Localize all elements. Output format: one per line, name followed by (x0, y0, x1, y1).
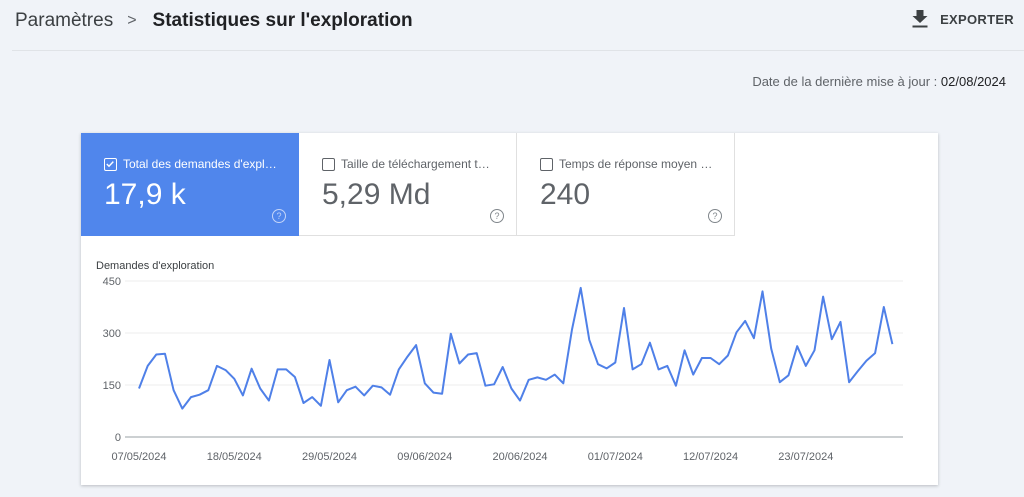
metric-download-size[interactable]: Taille de téléchargement t… 5,29 Md ? (299, 133, 517, 236)
header-divider (12, 50, 1024, 51)
help-circle-icon[interactable]: ? (490, 209, 504, 223)
metric-total-requests[interactable]: Total des demandes d'expl… 17,9 k ? (81, 133, 299, 236)
crawl-stats-card: Total des demandes d'expl… 17,9 k ? Tail… (81, 133, 938, 485)
help-circle-icon[interactable]: ? (272, 209, 286, 223)
checkbox-checked-icon[interactable] (104, 157, 117, 171)
download-icon (912, 10, 928, 28)
top-bar: Paramètres > Statistiques sur l'explorat… (0, 0, 1024, 46)
x-tick-label: 01/07/2024 (588, 451, 643, 463)
y-tick-label: 150 (103, 380, 121, 392)
metric-label: Taille de téléchargement t… (341, 157, 490, 171)
metric-response-time[interactable]: Temps de réponse moyen … 240 ? (517, 133, 735, 236)
y-tick-label: 450 (103, 276, 121, 288)
y-tick-label: 300 (103, 328, 121, 340)
line-chart[interactable]: 0 150 300 450 07/05/2024 18/05/2024 29/05/2024… (81, 236, 938, 485)
x-tick-label: 09/06/2024 (397, 451, 452, 463)
breadcrumb: Paramètres > Statistiques sur l'explorat… (15, 10, 413, 32)
series-line-crawl-requests[interactable] (138, 286, 894, 410)
x-tick-label: 18/05/2024 (207, 451, 262, 463)
metric-tabs: Total des demandes d'expl… 17,9 k ? Tail… (81, 133, 735, 236)
export-button[interactable]: EXPORTER (912, 10, 1014, 28)
y-tick-label: 0 (115, 432, 121, 444)
x-tick-label: 23/07/2024 (778, 451, 833, 463)
checkbox-unchecked-icon[interactable] (540, 157, 553, 171)
x-tick-label: 07/05/2024 (111, 451, 166, 463)
page-title: Statistiques sur l'exploration (152, 10, 413, 31)
x-tick-label: 29/05/2024 (302, 451, 357, 463)
last-update-info: Date de la dernière mise à jour : 02/08/… (752, 74, 1006, 89)
crawl-requests-chart: Demandes d'exploration 0 150 300 450 07/05/2… (81, 236, 938, 485)
x-tick-label: 12/07/2024 (683, 451, 738, 463)
metric-value: 5,29 Md (322, 178, 431, 211)
breadcrumb-separator: > (127, 12, 137, 29)
metric-value: 17,9 k (104, 178, 186, 211)
last-update-label: Date de la dernière mise à jour : (752, 74, 938, 89)
breadcrumb-parent-link[interactable]: Paramètres (15, 10, 114, 31)
help-circle-icon[interactable]: ? (708, 209, 722, 223)
metric-value: 240 (540, 178, 591, 211)
metric-label: Temps de réponse moyen … (559, 157, 713, 171)
x-tick-label: 20/06/2024 (493, 451, 548, 463)
chart-title: Demandes d'exploration (96, 260, 215, 272)
last-update-date: 02/08/2024 (940, 74, 1006, 89)
metric-label: Total des demandes d'expl… (123, 157, 277, 171)
export-label: EXPORTER (940, 11, 1014, 27)
checkbox-unchecked-icon[interactable] (322, 157, 335, 171)
